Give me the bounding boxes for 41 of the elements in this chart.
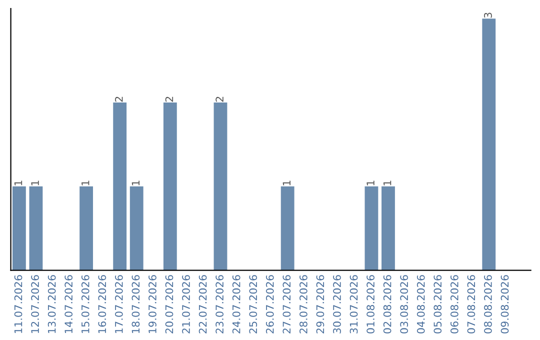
x-tick-label: 22.07.2026	[198, 275, 207, 334]
x-tick-label: 06.08.2026	[450, 275, 458, 334]
x-tick-label: 19.07.2026	[148, 275, 156, 333]
x-tick-label: 09.08.2026	[500, 275, 509, 334]
data-label: 1	[31, 180, 39, 186]
x-tick-label: 04.08.2026	[416, 275, 425, 334]
x-tick-label: 16.07.2026	[98, 275, 106, 333]
x-tick-label: 17.07.2026	[114, 275, 123, 333]
data-label: 1	[132, 180, 140, 186]
x-tick-label: 23.07.2026	[216, 275, 224, 334]
data-label: 2	[114, 96, 123, 102]
data-label: 1	[14, 180, 22, 186]
x-tick-label: 05.08.2026	[434, 275, 442, 334]
data-label: 1	[384, 180, 392, 186]
x-tick-label: 07.08.2026	[467, 275, 476, 334]
x-tick-label: 12.07.2026	[31, 275, 39, 333]
data-label: 3	[484, 12, 492, 18]
data-label: 1	[282, 180, 290, 186]
x-tick-label: 30.07.2026	[333, 275, 341, 334]
x-tick-label: 02.08.2026	[383, 275, 392, 334]
data-label: 1	[82, 180, 90, 186]
x-tick-label: 29.07.2026	[316, 275, 324, 334]
x-tick-label: 26.07.2026	[266, 275, 274, 334]
x-tick-label: 31.07.2026	[350, 275, 358, 334]
x-tick-label: 25.07.2026	[249, 275, 258, 334]
x-tick-label: 21.07.2026	[182, 275, 190, 334]
x-tick-label: 24.07.2026	[232, 275, 240, 334]
x-tick-label: 11.07.2026	[14, 275, 22, 333]
data-label: 1	[366, 180, 374, 186]
data-label: 2	[216, 96, 224, 102]
x-tick-label: 15.07.2026	[81, 275, 90, 333]
x-tick-label: 20.07.2026	[165, 275, 174, 334]
x-tick-label: 18.07.2026	[132, 275, 140, 333]
data-label: 2	[165, 96, 174, 102]
x-tick-label: 01.08.2026	[366, 275, 374, 334]
x-tick-label: 08.08.2026	[484, 275, 492, 334]
x-tick-label: 28.07.2026	[300, 275, 308, 334]
x-tick-label: 03.08.2026	[400, 275, 408, 334]
x-tick-label: 13.07.2026	[48, 275, 56, 333]
x-tick-label: 14.07.2026	[64, 275, 73, 333]
x-tick-label: 27.07.2026	[282, 275, 291, 334]
